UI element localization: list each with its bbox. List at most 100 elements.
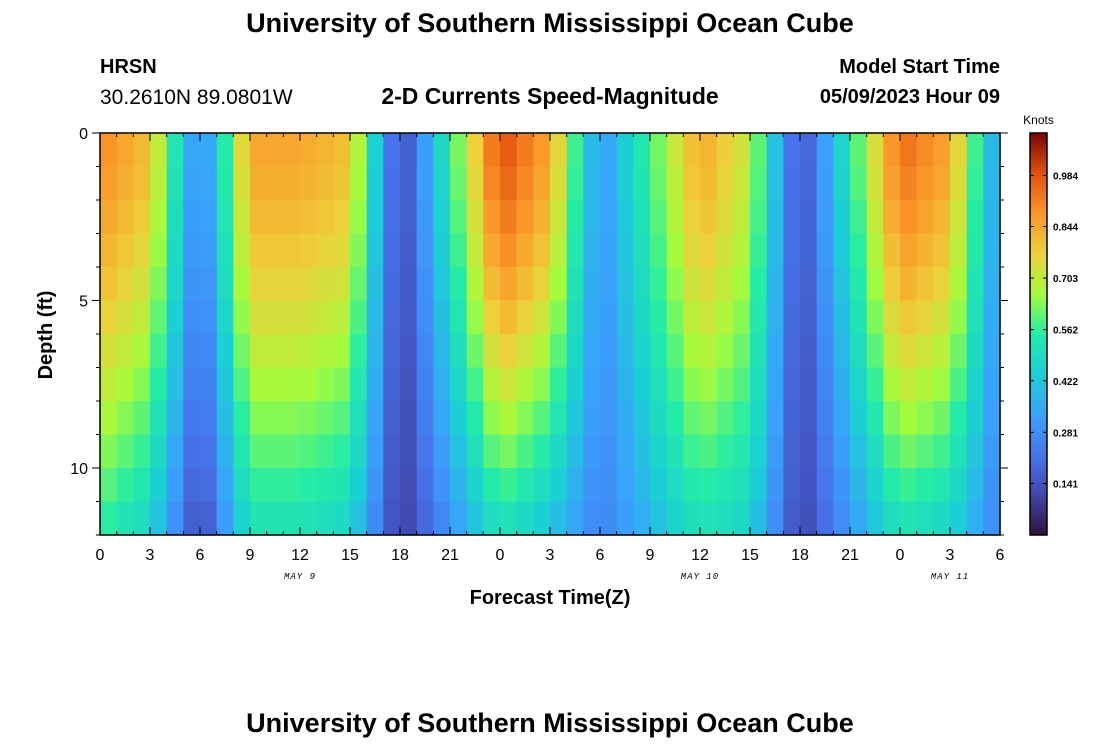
heatmap-cell (266, 468, 284, 503)
heatmap-cell (950, 367, 968, 402)
heatmap-cell (550, 334, 568, 369)
heatmap-cell (733, 166, 751, 201)
heatmap-cell (766, 334, 784, 369)
heatmap-cell (800, 334, 818, 369)
x-tick-label: 15 (341, 547, 359, 564)
heatmap-cell (850, 434, 868, 469)
heatmap-cell (816, 468, 834, 503)
heatmap-cell (300, 166, 318, 201)
heatmap-cell (733, 434, 751, 469)
heatmap-cell (700, 267, 718, 302)
heatmap-cell (866, 401, 884, 436)
heatmap-cell (433, 367, 451, 402)
heatmap-cell (900, 334, 918, 369)
heatmap-cell (866, 267, 884, 302)
heatmap-cell (400, 200, 418, 235)
heatmap-cell (366, 300, 384, 335)
heatmap-cell (133, 501, 151, 536)
heatmap-cell (816, 401, 834, 436)
heatmap-cell (800, 434, 818, 469)
heatmap-cell (833, 133, 851, 168)
heatmap-cell (833, 367, 851, 402)
heatmap-cell (333, 133, 351, 168)
heatmap-cell (383, 267, 401, 302)
heatmap-cell (650, 501, 668, 536)
heatmap-cell (650, 468, 668, 503)
heatmap-cell (816, 367, 834, 402)
heatmap-cell (566, 233, 584, 268)
heatmap-cell (950, 401, 968, 436)
heatmap-cell (300, 267, 318, 302)
heatmap-cell (916, 501, 934, 536)
heatmap-cell (616, 334, 634, 369)
heatmap-cell (483, 401, 501, 436)
heatmap-cell (266, 501, 284, 536)
heatmap-cell (950, 233, 968, 268)
heatmap-cell (616, 468, 634, 503)
heatmap-cell (683, 300, 701, 335)
colorbar-tick-label: 0.562 (1053, 326, 1078, 337)
heatmap-cell (983, 233, 1001, 268)
heatmap-cell (666, 133, 684, 168)
heatmap-cell (800, 267, 818, 302)
heatmap-cell (316, 434, 334, 469)
heatmap-cell (383, 434, 401, 469)
heatmap-cell (550, 300, 568, 335)
heatmap-cell (783, 367, 801, 402)
x-tick-label: 21 (441, 547, 459, 564)
heatmap-cell (783, 166, 801, 201)
heatmap-cell (100, 501, 118, 536)
heatmap-cell (700, 334, 718, 369)
heatmap-cell (200, 300, 218, 335)
heatmap-cell (766, 133, 784, 168)
heatmap-cell (550, 468, 568, 503)
heatmap-cell (216, 367, 234, 402)
heatmap-cell (800, 300, 818, 335)
heatmap-cell (116, 300, 134, 335)
heatmap-cell (566, 334, 584, 369)
heatmap-cell (183, 401, 201, 436)
heatmap-cell (383, 468, 401, 503)
heatmap-cell (850, 233, 868, 268)
heatmap-cell (233, 501, 251, 536)
heatmap-cell (900, 233, 918, 268)
heatmap-cell (683, 434, 701, 469)
heatmap-cell (450, 468, 468, 503)
heatmap-cell (966, 434, 984, 469)
heatmap-cell (883, 434, 901, 469)
x-tick-label: 0 (896, 547, 905, 564)
heatmap-cell (366, 501, 384, 536)
heatmap-cell (133, 166, 151, 201)
heatmap-cell (433, 233, 451, 268)
x-tick-label: 6 (996, 547, 1005, 564)
heatmap-cell (200, 166, 218, 201)
heatmap-cell (833, 468, 851, 503)
heatmap-cell (916, 334, 934, 369)
heatmap-cell (416, 200, 434, 235)
heatmap-cell (983, 166, 1001, 201)
heatmap-cell (533, 334, 551, 369)
heatmap-cell (566, 501, 584, 536)
day-label: MAY 9 (284, 572, 316, 582)
heatmap-cell (466, 267, 484, 302)
heatmap-cell (583, 233, 601, 268)
heatmap-cell (933, 300, 951, 335)
heatmap-cell (350, 401, 368, 436)
x-axis: 0 3 6 9 12 15 18 21 0 3 6 9 12 15 18 21 0 3 6 MAY 9 MAY 10 MA… (96, 133, 1005, 582)
heatmap-cell (100, 401, 118, 436)
heatmap-cell (783, 434, 801, 469)
heatmap-cell (583, 367, 601, 402)
heatmap-cell (266, 200, 284, 235)
heatmap-cell (933, 401, 951, 436)
heatmap-cell (533, 133, 551, 168)
heatmap-cell (416, 367, 434, 402)
heatmap-cell (683, 401, 701, 436)
heatmap-cell (100, 300, 118, 335)
heatmap-cell (766, 434, 784, 469)
heatmap-cell (400, 334, 418, 369)
heatmap-cell (116, 233, 134, 268)
heatmap-cell (766, 267, 784, 302)
heatmap-cell (250, 233, 268, 268)
heatmap-cell (816, 334, 834, 369)
heatmap-cell (750, 166, 768, 201)
